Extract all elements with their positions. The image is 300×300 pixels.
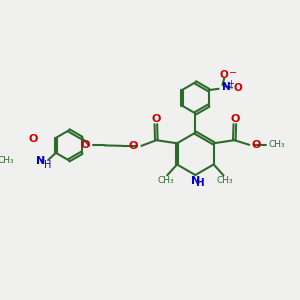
Text: N: N bbox=[191, 176, 200, 186]
Text: CH₃: CH₃ bbox=[0, 156, 14, 165]
Text: H: H bbox=[196, 178, 205, 188]
Text: H: H bbox=[44, 160, 51, 170]
Text: CH₃: CH₃ bbox=[268, 140, 285, 149]
Text: −: − bbox=[230, 68, 238, 78]
Text: CH₃: CH₃ bbox=[158, 176, 175, 185]
Text: O: O bbox=[220, 70, 229, 80]
Text: O: O bbox=[251, 140, 261, 150]
Text: +: + bbox=[227, 79, 234, 88]
Text: O: O bbox=[28, 134, 38, 144]
Text: O: O bbox=[128, 141, 138, 151]
Text: N: N bbox=[36, 156, 45, 166]
Text: N: N bbox=[222, 82, 230, 92]
Text: O: O bbox=[151, 114, 160, 124]
Text: O: O bbox=[233, 82, 242, 92]
Text: O: O bbox=[230, 114, 239, 124]
Text: CH₃: CH₃ bbox=[216, 176, 233, 185]
Text: O: O bbox=[80, 140, 90, 150]
